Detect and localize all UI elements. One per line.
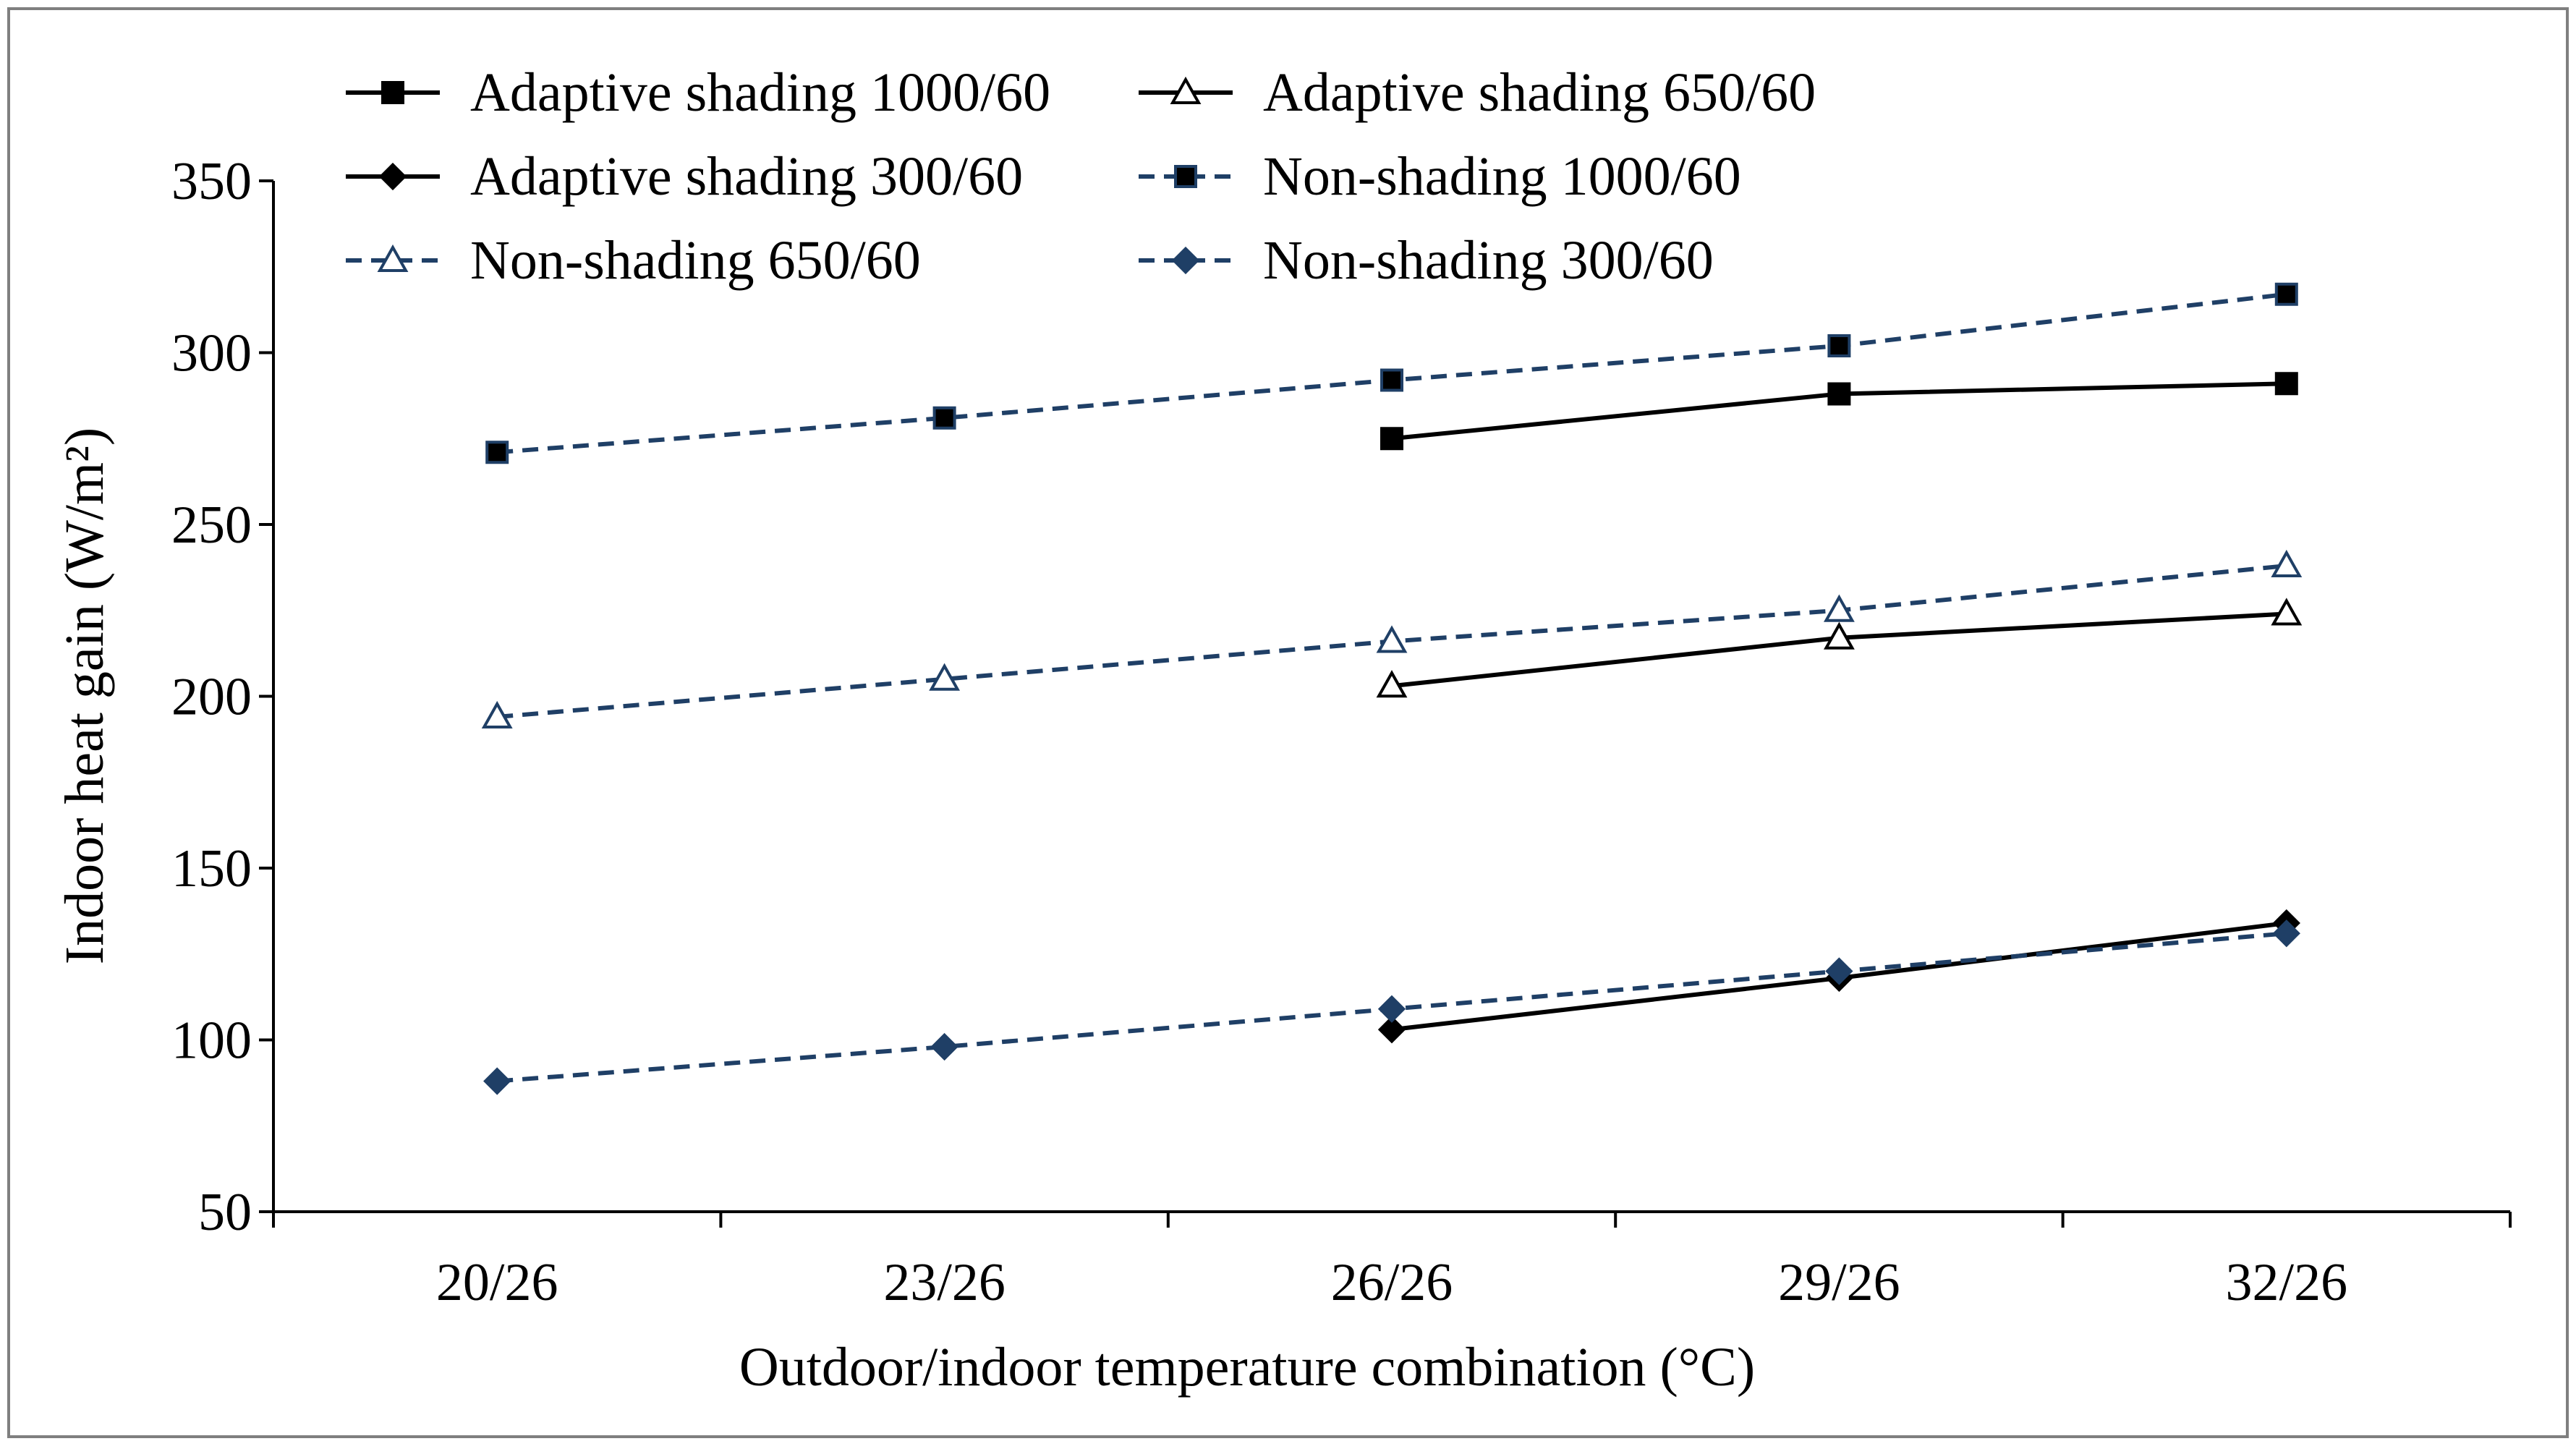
data-point	[481, 700, 513, 728]
legend-label: Non-shading 300/60	[1263, 230, 1714, 291]
x-tick-label: 26/26	[1331, 1253, 1453, 1312]
legend-entry-non-shading-1000-60: Non-shading 1000/60	[1139, 146, 1741, 207]
data-point	[1380, 368, 1403, 392]
legend-marker	[1174, 165, 1197, 188]
series-non-shading-650-60	[481, 549, 2303, 728]
legend-marker	[1171, 246, 1200, 275]
legend-label: Non-shading 650/60	[470, 230, 921, 291]
data-point	[929, 663, 961, 691]
legend-label: Adaptive shading 650/60	[1263, 62, 1816, 123]
series-non-shading-300-60	[483, 919, 2300, 1095]
x-tick-label: 20/26	[436, 1253, 558, 1312]
x-tick-label: 23/26	[883, 1253, 1006, 1312]
y-tick-label: 350	[171, 152, 252, 211]
legend-marker	[381, 81, 404, 104]
legend-entry-adaptive-shading-650-60: Adaptive shading 650/60	[1139, 62, 1816, 123]
data-point	[1823, 621, 1855, 650]
y-axis-label: Indoor heat gain (W/m²)	[54, 428, 115, 964]
legend-label: Non-shading 1000/60	[1263, 146, 1741, 207]
legend-marker	[377, 244, 409, 272]
legend-label: Adaptive shading 300/60	[470, 146, 1023, 207]
data-point	[2274, 372, 2298, 396]
data-point	[485, 441, 509, 464]
data-point	[1825, 957, 1853, 985]
x-ticks: 20/26 23/26 26/26 29/26 32/26	[272, 1212, 2512, 1312]
data-point	[2274, 282, 2298, 306]
data-point	[1377, 995, 1406, 1023]
data-point	[1376, 625, 1408, 653]
data-point	[1377, 1016, 1406, 1044]
data-point	[1380, 427, 1403, 451]
data-point	[2272, 919, 2300, 948]
y-tick-label: 250	[171, 496, 252, 555]
y-tick-label: 150	[171, 839, 252, 898]
data-point	[1827, 334, 1851, 357]
series-adaptive-shading-1000-60	[1380, 372, 2298, 451]
series-layer	[481, 282, 2303, 1095]
legend-label: Adaptive shading 1000/60	[470, 62, 1050, 123]
series-adaptive-shading-650-60	[1376, 598, 2303, 698]
x-tick-label: 29/26	[1778, 1253, 1900, 1312]
y-tick-label: 50	[198, 1183, 252, 1242]
data-point	[1376, 670, 1408, 698]
data-point	[932, 406, 956, 430]
legend-entry-adaptive-shading-300-60: Adaptive shading 300/60	[346, 146, 1023, 207]
data-point	[1827, 382, 1851, 406]
x-axis-label: Outdoor/indoor temperature combination (…	[739, 1337, 1755, 1398]
data-point	[2271, 598, 2303, 626]
y-tick-label: 200	[171, 668, 252, 727]
legend-marker	[1170, 76, 1202, 104]
legend-entry-adaptive-shading-1000-60: Adaptive shading 1000/60	[346, 62, 1050, 123]
y-tick-label: 300	[171, 324, 252, 383]
legend-marker	[378, 162, 407, 191]
data-point	[930, 1032, 958, 1061]
legend-entry-non-shading-650-60: Non-shading 650/60	[346, 230, 921, 291]
chart-frame	[7, 7, 2569, 1438]
x-tick-label: 32/26	[2226, 1253, 2348, 1312]
data-point	[2271, 549, 2303, 577]
legend: Adaptive shading 1000/60 Adaptive shading…	[346, 62, 1816, 291]
series-non-shading-1000-60	[485, 282, 2298, 464]
legend-entry-non-shading-300-60: Non-shading 300/60	[1139, 230, 1714, 291]
y-tick-label: 100	[171, 1011, 252, 1071]
y-ticks: 50 100 150 200 250 300 350	[171, 152, 273, 1242]
data-point	[483, 1067, 511, 1095]
data-point	[1823, 594, 1855, 622]
